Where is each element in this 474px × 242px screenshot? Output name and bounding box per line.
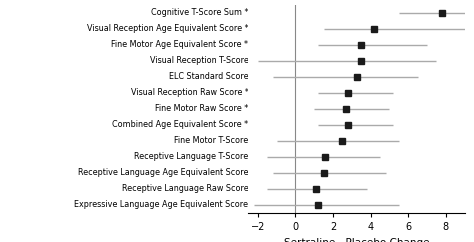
Text: Receptive Language Raw Score: Receptive Language Raw Score	[122, 184, 248, 193]
Text: Cognitive T-Score Sum *: Cognitive T-Score Sum *	[151, 8, 248, 17]
Text: Fine Motor T-Score: Fine Motor T-Score	[174, 136, 248, 145]
Text: Combined Age Equivalent Score *: Combined Age Equivalent Score *	[112, 121, 248, 129]
Text: Visual Reception Raw Score *: Visual Reception Raw Score *	[130, 88, 248, 97]
Text: Fine Motor Age Equivalent Score *: Fine Motor Age Equivalent Score *	[111, 40, 248, 49]
Text: Expressive Language Age Equivalent Score: Expressive Language Age Equivalent Score	[74, 200, 248, 210]
Text: Receptive Language Age Equivalent Score: Receptive Language Age Equivalent Score	[78, 168, 248, 177]
Text: Visual Reception T-Score: Visual Reception T-Score	[149, 56, 248, 65]
Text: Receptive Language T-Score: Receptive Language T-Score	[134, 152, 248, 161]
Text: ELC Standard Score: ELC Standard Score	[169, 72, 248, 81]
Text: Visual Reception Age Equivalent Score *: Visual Reception Age Equivalent Score *	[87, 24, 248, 33]
Text: Fine Motor Raw Score *: Fine Motor Raw Score *	[155, 104, 248, 113]
X-axis label: Sertraline - Placebo Change: Sertraline - Placebo Change	[284, 238, 429, 242]
